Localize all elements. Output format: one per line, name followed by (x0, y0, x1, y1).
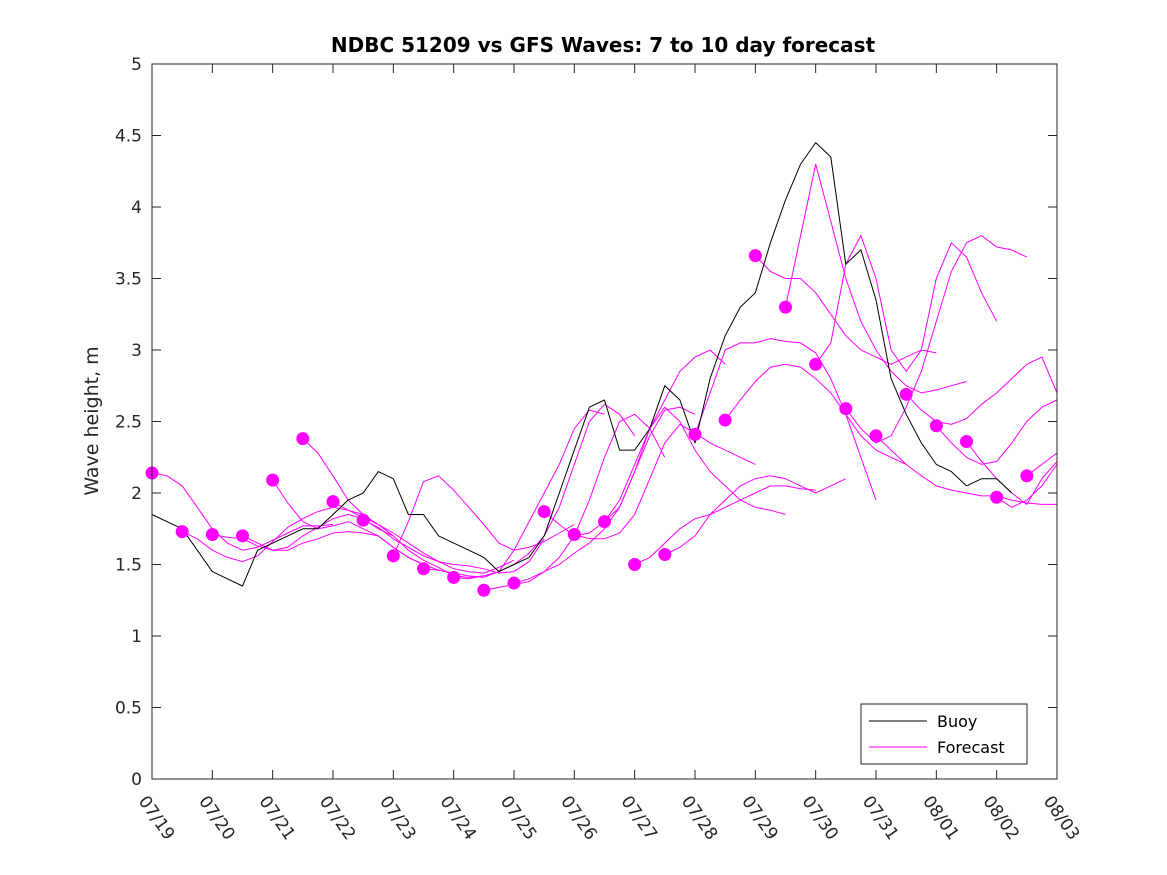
forecast-start-marker (507, 576, 521, 590)
chart-title: NDBC 51209 vs GFS Waves: 7 to 10 day for… (331, 33, 876, 57)
forecast-line (151, 472, 334, 551)
forecast-start-marker (929, 419, 943, 433)
y-tick-label: 3.5 (115, 270, 142, 290)
y-tick-label: 4.5 (115, 127, 142, 147)
forecast-start-marker (960, 435, 973, 449)
forecast-start-marker (839, 402, 853, 416)
forecast-line (754, 255, 937, 365)
forecast-start-marker (688, 427, 702, 441)
forecast-start-marker (598, 515, 611, 529)
y-tick-label: 1.5 (115, 556, 142, 576)
forecast-line (785, 163, 967, 394)
forecast-start-marker (537, 505, 551, 519)
forecast-line (905, 356, 1058, 425)
forecast-start-marker (809, 357, 823, 371)
forecast-line (845, 235, 1028, 444)
forecast-start-marker (869, 429, 883, 443)
forecast-line (664, 475, 847, 555)
forecast-start-marker (356, 513, 370, 527)
forecast-line (574, 423, 756, 540)
y-tick-label: 2.5 (115, 413, 142, 433)
y-axis-label: Wave height, m (81, 346, 103, 495)
forecast-line (875, 435, 1057, 505)
forecast-start-marker (175, 525, 189, 539)
forecast-start-marker (1020, 469, 1034, 483)
y-tick-label: 0.5 (115, 699, 142, 719)
forecast-start-marker (266, 473, 280, 487)
forecast-start-marker (628, 558, 642, 571)
forecast-line (935, 399, 1058, 465)
forecast-line (634, 485, 816, 565)
forecast-start-marker (748, 249, 762, 263)
plot-series (145, 142, 1058, 597)
legend-box (860, 703, 1028, 765)
y-tick-label: 5 (131, 55, 142, 75)
y-tick-label: 4 (131, 198, 142, 218)
forecast-start-marker (779, 300, 792, 314)
forecast-start-marker (417, 562, 430, 576)
forecast-start-marker (386, 549, 400, 563)
forecast-start-marker (205, 527, 219, 541)
forecast-line (724, 363, 907, 465)
forecast-markers (145, 249, 1034, 597)
forecast-start-marker (447, 570, 461, 584)
legend: Buoy Forecast (860, 703, 1028, 765)
forecast-line (362, 519, 545, 574)
buoy-line (151, 142, 1013, 587)
forecast-start-marker (658, 547, 672, 561)
forecast-start-marker (236, 529, 249, 543)
forecast-start-marker (296, 432, 310, 446)
legend-buoy-label: Buoy (937, 712, 977, 731)
forecast-line (996, 464, 1058, 508)
y-tick-label: 0 (131, 770, 142, 790)
forecast-start-marker (567, 527, 581, 541)
forecast-start-marker (477, 583, 491, 597)
y-tick-label: 2 (131, 484, 142, 504)
buoy-layer (151, 142, 1013, 587)
legend-forecast-label: Forecast (937, 738, 1005, 757)
y-tick-label: 1 (131, 627, 142, 647)
forecast-start-marker (326, 495, 340, 509)
forecast-line (604, 406, 786, 522)
y-tick-label: 3 (131, 341, 142, 361)
forecast-start-marker (899, 387, 913, 401)
forecast-line (513, 406, 696, 584)
y-axis: 0 0.5 1 1.5 2 2.5 3 3.5 4 4.5 5 (115, 55, 1057, 790)
forecast-start-marker (718, 413, 732, 427)
forecast-line (392, 475, 575, 557)
forecast-start-marker (990, 490, 1004, 504)
